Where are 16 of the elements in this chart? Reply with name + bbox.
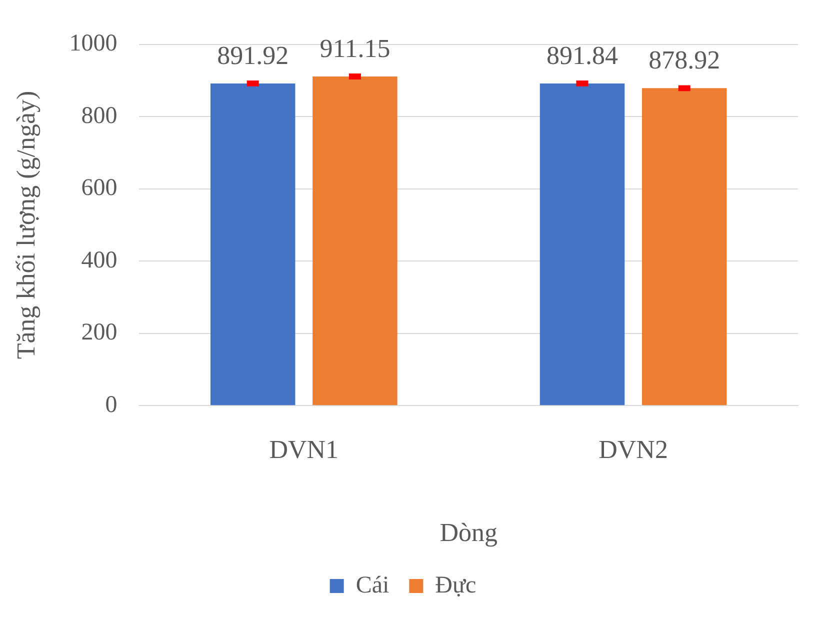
y-tick-label: 1000 <box>69 30 118 57</box>
data-label: 891.92 <box>217 40 289 70</box>
y-tick-label: 0 <box>105 392 118 418</box>
data-label: 911.15 <box>320 34 390 63</box>
x-tick-label: DVN2 <box>598 435 668 464</box>
x-tick-label: DVN1 <box>269 435 339 464</box>
y-tick-label: 800 <box>81 102 118 129</box>
legend-label: Đực <box>435 572 476 598</box>
x-axis-title: Dòng <box>440 518 498 548</box>
data-label: 891.84 <box>546 40 618 70</box>
legend-label: Cái <box>356 572 390 598</box>
y-tick-label: 200 <box>81 320 118 346</box>
y-tick-label: 400 <box>81 247 118 274</box>
data-label: 878.92 <box>648 46 720 75</box>
y-axis-title: Tăng khối lượng (g/ngày) <box>11 90 40 360</box>
y-tick-label: 600 <box>81 175 118 202</box>
